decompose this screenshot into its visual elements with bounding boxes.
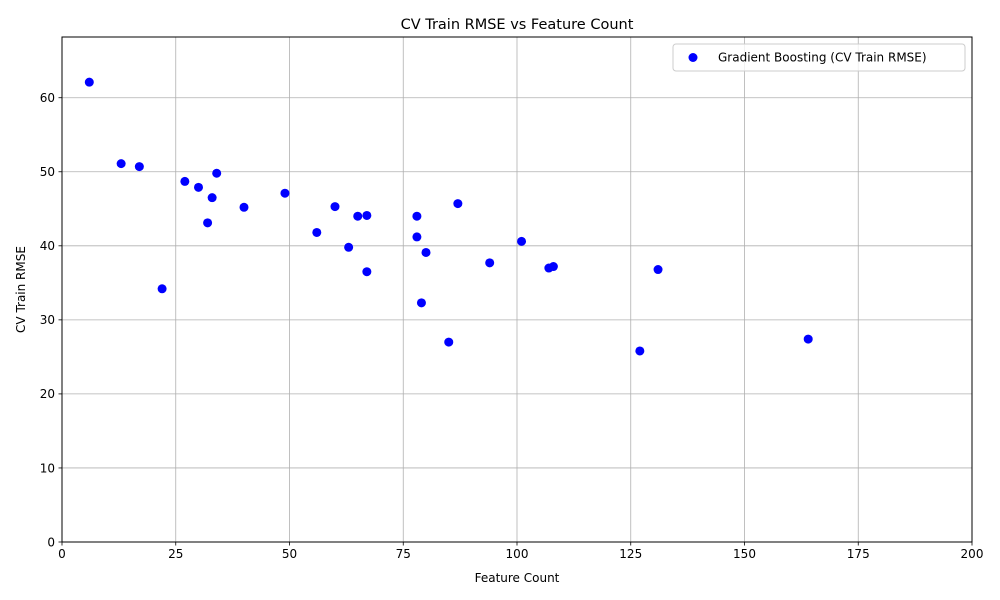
data-point: [362, 210, 372, 220]
data-point: [453, 199, 463, 209]
y-tick-label: 60: [40, 91, 55, 105]
x-tick-label: 100: [506, 547, 529, 561]
y-tick-label: 10: [40, 461, 55, 475]
data-point: [180, 176, 190, 186]
x-tick-label: 0: [58, 547, 66, 561]
data-point: [203, 218, 213, 228]
data-point: [485, 258, 495, 268]
x-tick-label: 50: [282, 547, 297, 561]
data-point: [330, 202, 340, 212]
y-axis-label: CV Train RMSE: [14, 246, 28, 333]
y-tick-label: 30: [40, 313, 55, 327]
x-axis-label: Feature Count: [475, 571, 560, 585]
data-point: [280, 188, 290, 198]
data-point: [444, 337, 454, 347]
data-point: [207, 193, 217, 203]
x-tick-label: 150: [733, 547, 756, 561]
data-point: [194, 182, 203, 192]
x-tick-label: 175: [847, 547, 870, 561]
data-point: [84, 77, 94, 87]
y-tick-label: 40: [40, 239, 55, 253]
x-tick-label: 200: [961, 547, 984, 561]
legend-box: [672, 43, 966, 72]
x-tick-label: 75: [396, 547, 411, 561]
data-point: [212, 168, 222, 178]
data-point: [344, 242, 354, 252]
data-point: [412, 211, 422, 221]
data-point: [353, 211, 363, 221]
data-point: [421, 247, 431, 257]
axis-ticks: 0 25 50 75 100 125 150 175 200 0 10 20 30 40 50 60: [40, 91, 984, 561]
chart-title: CV Train RMSE vs Feature Count: [401, 17, 634, 33]
x-tick-label: 125: [619, 547, 642, 561]
data-point: [635, 346, 645, 356]
data-point: [134, 162, 144, 172]
y-tick-label: 50: [40, 165, 55, 179]
legend-marker: [688, 53, 698, 62]
data-points: [84, 77, 813, 356]
y-tick-label: 20: [40, 387, 55, 401]
data-point: [157, 284, 167, 294]
data-point: [653, 265, 663, 275]
data-point: [548, 262, 558, 272]
data-point: [412, 232, 422, 242]
y-tick-label: 0: [47, 535, 55, 549]
data-point: [362, 267, 372, 277]
data-point: [116, 159, 126, 169]
x-tick-label: 25: [168, 547, 183, 561]
data-point: [416, 298, 426, 308]
legend: Gradient Boosting (CV Train RMSE): [672, 43, 966, 72]
data-point: [239, 202, 249, 212]
data-point: [803, 334, 813, 344]
data-point: [517, 236, 527, 246]
data-point: [312, 227, 322, 237]
legend-label: Gradient Boosting (CV Train RMSE): [718, 51, 927, 65]
